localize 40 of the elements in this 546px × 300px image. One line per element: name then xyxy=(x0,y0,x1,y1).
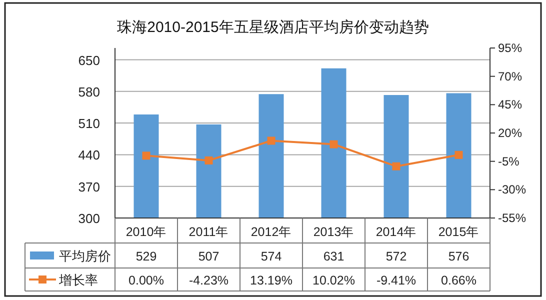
data-label: 507 xyxy=(198,250,220,264)
x-tick-label: 2014年 xyxy=(376,225,417,239)
legend-label: 平均房价 xyxy=(59,248,111,264)
data-label: 631 xyxy=(323,250,344,264)
y-tick-label: 300 xyxy=(78,211,100,226)
x-tick-label: 2015年 xyxy=(438,225,480,239)
point xyxy=(142,152,150,160)
data-label: 10.02% xyxy=(312,274,355,288)
y2-tick-label: 20% xyxy=(498,126,522,140)
y2-tick-label: -55% xyxy=(498,211,526,225)
data-label: -9.41% xyxy=(376,274,416,288)
data-label: 572 xyxy=(386,250,407,264)
y2-tick-label: 45% xyxy=(498,98,522,112)
chart-title: 珠海2010-2015年五星级酒店平均房价变动趋势 xyxy=(117,19,429,36)
point xyxy=(454,150,463,159)
data-label: 0.00% xyxy=(128,274,164,288)
y2-tick-label: -5% xyxy=(498,154,520,168)
legend-label: 增长率 xyxy=(58,272,98,288)
data-label: 574 xyxy=(260,250,282,264)
y-tick-label: 370 xyxy=(78,179,100,194)
data-label: 576 xyxy=(448,250,470,264)
point xyxy=(204,156,213,164)
y-tick-label: 440 xyxy=(78,148,100,163)
data-label: -4.23% xyxy=(188,274,229,288)
y2-tick-label: 95% xyxy=(498,41,522,55)
data-label: 0.66% xyxy=(441,274,476,288)
x-tick-label: 2011年 xyxy=(188,225,229,239)
x-tick-label: 2010年 xyxy=(126,225,167,239)
x-tick-label: 2012年 xyxy=(250,225,292,239)
x-tick-label: 2013年 xyxy=(313,225,354,239)
data-label: 529 xyxy=(136,250,157,264)
y-tick-label: 580 xyxy=(78,84,100,100)
data-label: 13.19% xyxy=(250,274,292,288)
y2-tick-label: -30% xyxy=(498,182,526,197)
y-tick-label: 510 xyxy=(78,116,100,132)
y-tick-label: 650 xyxy=(78,52,100,68)
point xyxy=(330,140,338,148)
y2-tick-label: 70% xyxy=(498,69,522,84)
point xyxy=(267,136,276,145)
point xyxy=(392,162,400,170)
